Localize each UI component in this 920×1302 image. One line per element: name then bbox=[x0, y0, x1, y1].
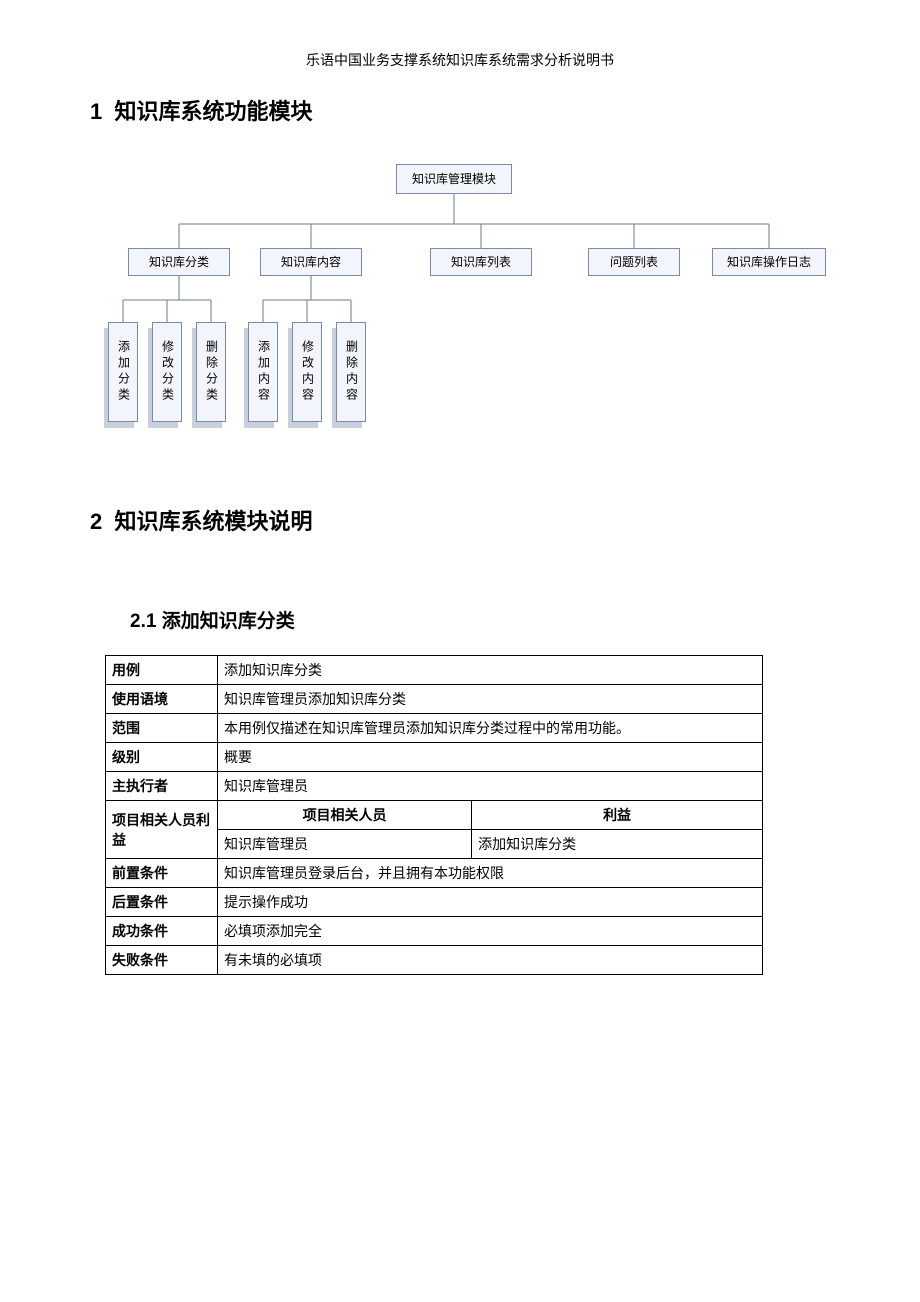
table-value2-2: 必填项添加完全 bbox=[218, 917, 763, 946]
section-2-1-number: 2.1 bbox=[130, 611, 156, 632]
table-label-1: 使用语境 bbox=[106, 685, 218, 714]
section-1-heading: 1 知识库系统功能模块 bbox=[90, 94, 830, 126]
table-value-2: 本用例仅描述在知识库管理员添加知识库分类过程中的常用功能。 bbox=[218, 714, 763, 743]
table-label2-0: 前置条件 bbox=[106, 859, 218, 888]
diagram-node-level3-0: 添加分类 bbox=[108, 322, 138, 422]
table-value-4: 知识库管理员 bbox=[218, 772, 763, 801]
page-header: 乐语中国业务支撑系统知识库系统需求分析说明书 bbox=[90, 50, 830, 70]
table-value2-0: 知识库管理员登录后台，并且拥有本功能权限 bbox=[218, 859, 763, 888]
table-stakeholder-val-b: 添加知识库分类 bbox=[472, 830, 763, 859]
section-1-number: 1 bbox=[90, 99, 102, 124]
table-value-0: 添加知识库分类 bbox=[218, 656, 763, 685]
table-label2-2: 成功条件 bbox=[106, 917, 218, 946]
diagram-node-level3-4: 修改内容 bbox=[292, 322, 322, 422]
diagram-node-level2-4: 知识库操作日志 bbox=[712, 248, 826, 276]
table-label-3: 级别 bbox=[106, 743, 218, 772]
diagram-node-level2-0: 知识库分类 bbox=[128, 248, 230, 276]
diagram-node-level3-1: 修改分类 bbox=[152, 322, 182, 422]
section-2-number: 2 bbox=[90, 509, 102, 534]
table-label-2: 范围 bbox=[106, 714, 218, 743]
table-label2-3: 失败条件 bbox=[106, 946, 218, 975]
section-2-heading: 2 知识库系统模块说明 bbox=[90, 504, 830, 536]
diagram-node-level3-3: 添加内容 bbox=[248, 322, 278, 422]
table-value-1: 知识库管理员添加知识库分类 bbox=[218, 685, 763, 714]
diagram-node-level2-2: 知识库列表 bbox=[430, 248, 532, 276]
table-stakeholder-val-a: 知识库管理员 bbox=[218, 830, 472, 859]
diagram-node-level3-2: 删除分类 bbox=[196, 322, 226, 422]
table-label2-1: 后置条件 bbox=[106, 888, 218, 917]
table-label-4: 主执行者 bbox=[106, 772, 218, 801]
table-value2-1: 提示操作成功 bbox=[218, 888, 763, 917]
table-value-3: 概要 bbox=[218, 743, 763, 772]
table-label-0: 用例 bbox=[106, 656, 218, 685]
table-stakeholder-label: 项目相关人员利益 bbox=[106, 801, 218, 859]
diagram-node-level3-5: 删除内容 bbox=[336, 322, 366, 422]
section-2-title: 知识库系统模块说明 bbox=[114, 509, 312, 534]
diagram-node-level2-1: 知识库内容 bbox=[260, 248, 362, 276]
table-stakeholder-head-a: 项目相关人员 bbox=[218, 801, 472, 830]
diagram-node-root: 知识库管理模块 bbox=[396, 164, 512, 194]
section-2-1-title: 添加知识库分类 bbox=[162, 611, 295, 632]
section-2-1-heading: 2.1 添加知识库分类 bbox=[130, 606, 830, 633]
usecase-table: 用例添加知识库分类使用语境知识库管理员添加知识库分类范围本用例仅描述在知识库管理… bbox=[105, 655, 763, 975]
diagram-node-level2-3: 问题列表 bbox=[588, 248, 680, 276]
table-stakeholder-head-b: 利益 bbox=[472, 801, 763, 830]
section-1-title: 知识库系统功能模块 bbox=[114, 99, 312, 124]
table-value2-3: 有未填的必填项 bbox=[218, 946, 763, 975]
org-diagram: 知识库管理模块知识库分类 知识库内容 知识库列表 问题列表 知识库操作日志添加分类修改分… bbox=[90, 154, 830, 444]
